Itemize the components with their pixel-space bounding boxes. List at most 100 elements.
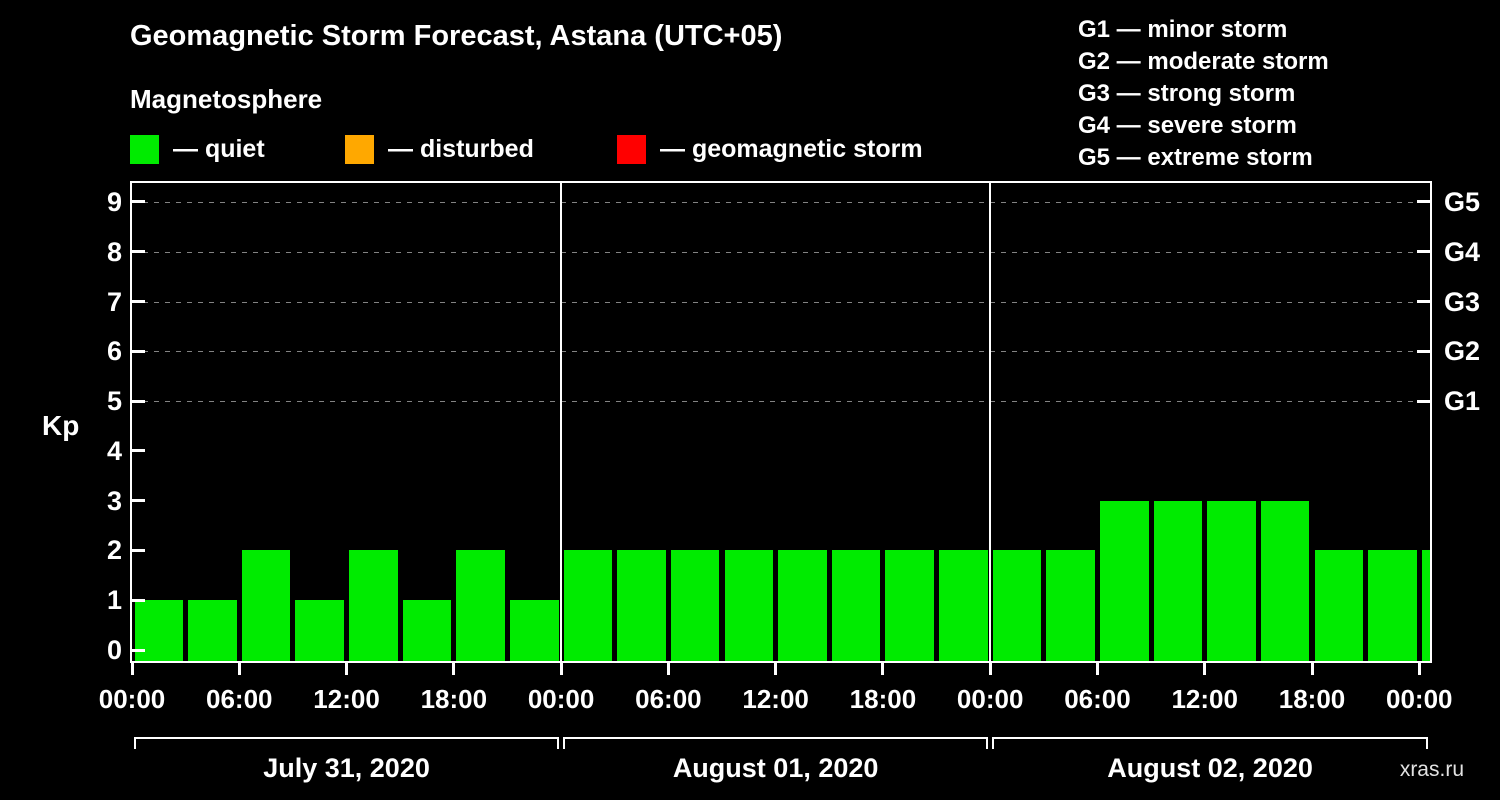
gridline bbox=[132, 401, 1430, 403]
disturbed-swatch-icon bbox=[345, 134, 374, 164]
y-tick-label: 8 bbox=[106, 236, 122, 267]
y-tick-label: 4 bbox=[106, 435, 122, 466]
y-axis-tick bbox=[132, 598, 145, 602]
kp-bar bbox=[831, 550, 881, 661]
kp-bar bbox=[724, 550, 774, 661]
quiet-swatch-icon bbox=[130, 134, 159, 164]
kp-bar bbox=[1260, 500, 1310, 661]
x-axis-tick bbox=[1203, 663, 1207, 675]
x-tick-label: 00:00 bbox=[98, 684, 166, 714]
x-tick-label: 06:00 bbox=[1064, 684, 1131, 714]
kp-bar bbox=[939, 550, 988, 661]
kp-bar bbox=[885, 550, 935, 661]
watermark: xras.ru bbox=[1399, 758, 1464, 781]
g3-legend-line: G3 — strong storm bbox=[1078, 80, 1296, 107]
kp-bar bbox=[1046, 550, 1095, 661]
y-tick-label: 9 bbox=[106, 186, 122, 217]
disturbed-label: — disturbed bbox=[388, 134, 534, 163]
g-axis-tick bbox=[1417, 300, 1430, 304]
kp-bar bbox=[670, 550, 720, 661]
kp-bar bbox=[992, 550, 1042, 661]
chart-subtitle: Magnetosphere bbox=[130, 84, 323, 114]
gridline bbox=[132, 251, 1430, 253]
kp-bar bbox=[1153, 500, 1203, 661]
gridline bbox=[132, 301, 1430, 303]
y-tick-label: 2 bbox=[106, 535, 122, 566]
x-axis-tick bbox=[452, 663, 456, 675]
kp-bar bbox=[1368, 550, 1417, 661]
g-tick-label: G5 bbox=[1444, 186, 1481, 217]
g-axis-tick bbox=[1417, 349, 1430, 353]
x-tick-label: 12:00 bbox=[1171, 684, 1238, 714]
x-axis-tick bbox=[1417, 663, 1421, 675]
y-tick-label: 5 bbox=[106, 386, 122, 417]
y-axis-tick bbox=[132, 200, 145, 204]
plot-area bbox=[130, 181, 1432, 663]
x-axis-tick bbox=[1310, 663, 1314, 675]
y-axis-tick bbox=[132, 449, 145, 453]
gridline bbox=[132, 201, 1430, 203]
storm-label: — geomagnetic storm bbox=[660, 134, 923, 163]
x-tick-label: 12:00 bbox=[742, 684, 809, 714]
g1-legend-line: G1 — minor storm bbox=[1078, 16, 1288, 43]
g-tick-label: G1 bbox=[1444, 386, 1481, 417]
y-axis-tick bbox=[132, 250, 145, 254]
kp-bar bbox=[241, 550, 291, 661]
x-tick-label: 18:00 bbox=[849, 684, 917, 714]
g5-legend-line: G5 — extreme storm bbox=[1078, 144, 1313, 171]
kp-bar bbox=[778, 550, 827, 661]
x-tick-label: 12:00 bbox=[313, 684, 380, 714]
x-tick-label: 18:00 bbox=[1278, 684, 1346, 714]
legend-item-quiet: — quiet bbox=[130, 133, 265, 165]
y-axis-tick bbox=[132, 349, 145, 353]
kp-bar-partial bbox=[1421, 550, 1430, 661]
kp-bar bbox=[402, 600, 452, 661]
y-tick-label: 7 bbox=[106, 286, 122, 317]
legend-item-disturbed: — disturbed bbox=[345, 133, 534, 165]
gridline bbox=[132, 351, 1430, 353]
x-tick-label: 00:00 bbox=[527, 684, 595, 714]
y-tick-label: 3 bbox=[106, 485, 122, 516]
kp-bar bbox=[1207, 500, 1256, 661]
y-axis-tick bbox=[132, 648, 145, 652]
date-bracket bbox=[563, 737, 989, 749]
storm-swatch-icon bbox=[617, 134, 646, 164]
g-axis-tick bbox=[1417, 200, 1430, 204]
date-bracket bbox=[992, 737, 1428, 749]
date-label: July 31, 2020 bbox=[263, 753, 430, 783]
x-axis-tick bbox=[881, 663, 885, 675]
y-axis-tick bbox=[132, 499, 145, 503]
g-tick-label: G4 bbox=[1444, 236, 1481, 267]
g-axis-tick bbox=[1417, 399, 1430, 403]
kp-bar bbox=[456, 550, 505, 661]
x-tick-label: 00:00 bbox=[956, 684, 1024, 714]
kp-bar bbox=[509, 600, 559, 661]
y-tick-label: 6 bbox=[106, 336, 122, 367]
x-tick-label: 06:00 bbox=[206, 684, 273, 714]
x-tick-label: 18:00 bbox=[420, 684, 488, 714]
date-label: August 02, 2020 bbox=[1107, 753, 1313, 783]
x-axis-tick bbox=[666, 663, 670, 675]
y-axis-tick bbox=[132, 548, 145, 552]
kp-axis-label: Kp bbox=[42, 410, 80, 441]
g-scale-legend: G1 — minor storm G2 — moderate storm G3 … bbox=[1078, 14, 1329, 174]
x-axis-tick bbox=[988, 663, 992, 675]
x-axis-tick bbox=[237, 663, 241, 675]
day-separator-line bbox=[560, 183, 563, 661]
g-tick-label: G3 bbox=[1444, 286, 1481, 317]
x-axis-tick bbox=[130, 663, 134, 675]
date-bracket bbox=[134, 737, 560, 749]
g-axis-tick bbox=[1417, 250, 1430, 254]
x-axis-tick bbox=[345, 663, 349, 675]
g-tick-label: G2 bbox=[1444, 336, 1481, 367]
kp-bar bbox=[617, 550, 666, 661]
date-label: August 01, 2020 bbox=[672, 753, 879, 783]
y-tick-label: 1 bbox=[106, 585, 122, 616]
chart-title: Geomagnetic Storm Forecast, Astana (UTC+… bbox=[130, 20, 783, 52]
g2-legend-line: G2 — moderate storm bbox=[1078, 48, 1329, 75]
x-axis-tick bbox=[559, 663, 563, 675]
day-separator-line bbox=[989, 183, 992, 661]
kp-bar bbox=[188, 600, 237, 661]
kp-bar bbox=[1314, 550, 1364, 661]
